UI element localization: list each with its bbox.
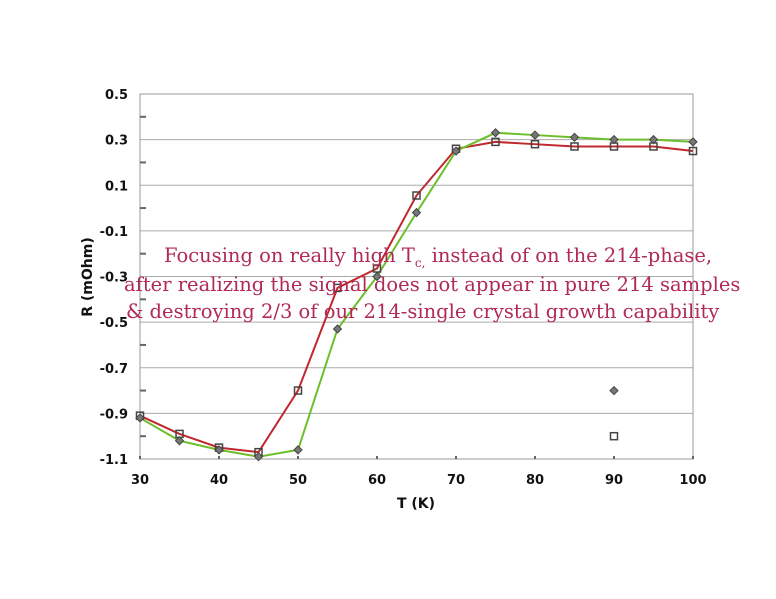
series-1-point: [530, 139, 540, 149]
annotation-line-3: & destroying 2/3 of our 214-single cryst…: [126, 300, 719, 323]
series-2-point: [214, 445, 224, 455]
x-tick-labels: 30 40 50 60 70 80 90 100: [131, 473, 707, 488]
annotation-line-2: after realizing the signal does not appe…: [124, 273, 740, 296]
x-tick-label: 50: [289, 473, 307, 488]
x-tick-label: 40: [210, 473, 228, 488]
x-tick-label: 90: [605, 473, 623, 488]
y-tick-label: -0.3: [100, 271, 128, 286]
y-tick-label: -0.5: [100, 316, 128, 331]
series-2-point: [411, 207, 422, 218]
series-2-point: [372, 271, 382, 282]
y-tick-label: -0.9: [100, 407, 128, 422]
y-minor-ticks: [139, 115, 694, 459]
series-2-point: [332, 324, 343, 334]
annotation-subscript: c,: [415, 256, 426, 270]
series-2-point: [135, 413, 145, 423]
series-1-point: [570, 142, 579, 151]
x-tick-label: 70: [447, 473, 465, 488]
x-tick-label: 60: [368, 473, 386, 488]
series-2-point: [688, 137, 698, 147]
plot-frame: [139, 93, 694, 460]
series-1-point: [333, 283, 342, 293]
annotation: Focusing on really high Tc, instead of o…: [124, 244, 740, 323]
y-tick-label: -0.7: [100, 362, 128, 377]
series-1-point: [293, 386, 303, 395]
series-2-point: [293, 445, 303, 455]
series-2-point: [451, 146, 461, 156]
series-2-point: [174, 436, 185, 446]
y-tick-labels: 0.5 0.3 0.1 -0.1 -0.3 -0.5 -0.7 -0.9 -1.1: [100, 88, 128, 468]
y-tick-label: 0.5: [105, 88, 128, 103]
series-1-point: [412, 191, 421, 200]
x-tick-label: 30: [131, 473, 149, 488]
series-2-point: [253, 452, 264, 462]
series-1-point: [688, 146, 698, 156]
x-axis-label: T (K): [397, 496, 435, 512]
y-tick-label: 0.3: [105, 134, 128, 149]
series-2-point: [530, 130, 540, 140]
series-2-point: [490, 128, 501, 138]
y-axis-label: R (mOhm): [80, 237, 96, 317]
y-tick-label: -0.1: [100, 225, 128, 240]
series-2-point: [609, 134, 619, 145]
stray-point: [609, 385, 619, 396]
series-markers: [135, 128, 698, 462]
y-tick-label: -1.1: [100, 453, 128, 468]
y-tick-label: 0.1: [105, 179, 128, 194]
stray-point: [609, 431, 619, 441]
series-2-point: [569, 132, 580, 143]
series-1-point: [491, 137, 500, 147]
svg-text:Focusing on really high Tc, in: Focusing on really high Tc, instead of o…: [164, 244, 712, 270]
series-2-point: [648, 134, 659, 145]
x-tick-label: 80: [526, 473, 544, 488]
x-tick-label: 100: [679, 473, 706, 488]
series-line-1: [139, 140, 694, 454]
annotation-line-1-rest: instead of on the 214-phase,: [425, 244, 712, 267]
annotation-line-1: Focusing on really high T: [164, 244, 415, 267]
